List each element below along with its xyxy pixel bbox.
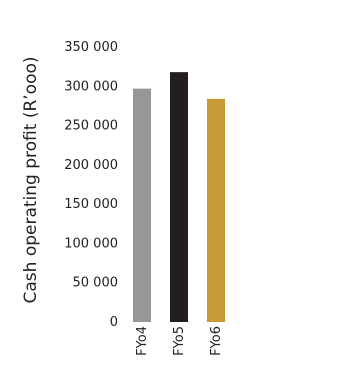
- y-tick-label: 300 000: [64, 79, 118, 94]
- bars: [133, 72, 225, 323]
- bar: [133, 88, 151, 323]
- x-tick-label: FYo5: [172, 326, 187, 356]
- bar: [170, 72, 188, 323]
- y-tick-label: 100 000: [64, 236, 118, 251]
- x-tick-label: FYo4: [135, 326, 150, 356]
- y-tick-label: 50 000: [73, 276, 119, 291]
- y-tick-label: 350 000: [64, 40, 118, 55]
- bar: [207, 98, 225, 322]
- y-tick-label: 0: [110, 315, 118, 330]
- y-axis-ticks: 0 50 000 100 000 150 000 200 000 250 000 300 0…: [64, 40, 118, 330]
- x-axis-ticks: FYo4 FYo5 FYo6: [135, 326, 224, 356]
- y-tick-label: 150 000: [64, 197, 118, 212]
- x-tick-label: FYo6: [209, 326, 224, 356]
- y-tick-label: 250 000: [64, 119, 118, 134]
- y-tick-label: 200 000: [64, 158, 118, 173]
- y-axis-label: Cash operating profit (R’ooo): [21, 56, 41, 303]
